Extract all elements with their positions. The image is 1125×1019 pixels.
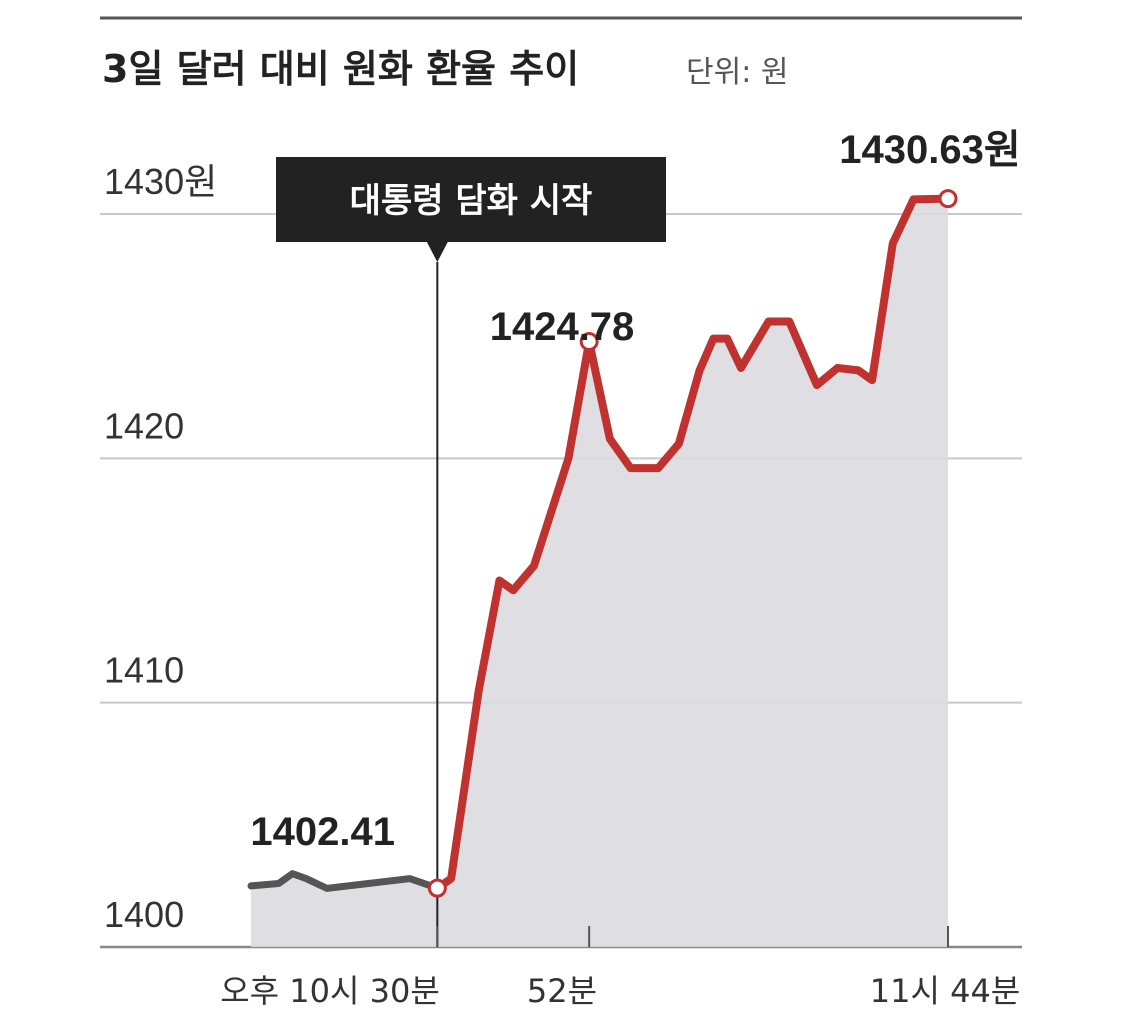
annotation-box bbox=[276, 157, 666, 242]
series-lines bbox=[247, 194, 952, 893]
x-tick-label: 11시 44분 bbox=[870, 972, 1021, 1010]
series-line-1 bbox=[433, 194, 952, 893]
y-tick-label: 1420 bbox=[104, 405, 184, 446]
area-fill bbox=[251, 198, 948, 947]
unit-label: 단위: 원 bbox=[686, 55, 788, 90]
data-point-label: 1424.78 bbox=[490, 305, 635, 349]
y-axis: 1430원 1420 1410 1400 bbox=[104, 161, 217, 935]
y-tick-label: 1430원 bbox=[104, 161, 217, 202]
y-tick-label: 1410 bbox=[104, 650, 184, 691]
y-tick-label: 1400 bbox=[104, 894, 184, 935]
highlighted-points: 1402.41 1424.78 1430.63원 bbox=[250, 128, 1021, 898]
data-point bbox=[427, 878, 447, 898]
x-axis: 오후 10시 30분 52분 11시 44분 bbox=[220, 926, 1020, 1010]
x-tick-label: 52분 bbox=[527, 972, 597, 1010]
data-point bbox=[938, 189, 958, 209]
data-point bbox=[579, 332, 599, 352]
series-line-0 bbox=[247, 870, 441, 892]
chart-title: 3일 달러 대비 원화 환율 추이 bbox=[102, 47, 579, 91]
annotation-label: 대통령 담화 시작 bbox=[350, 181, 593, 221]
annotation-pointer bbox=[426, 241, 449, 262]
data-point-label: 1402.41 bbox=[250, 810, 395, 854]
x-tick-label: 오후 10시 30분 bbox=[220, 972, 440, 1010]
data-point-label: 1430.63원 bbox=[839, 128, 1020, 172]
annotation: 대통령 담화 시작 bbox=[276, 157, 666, 947]
